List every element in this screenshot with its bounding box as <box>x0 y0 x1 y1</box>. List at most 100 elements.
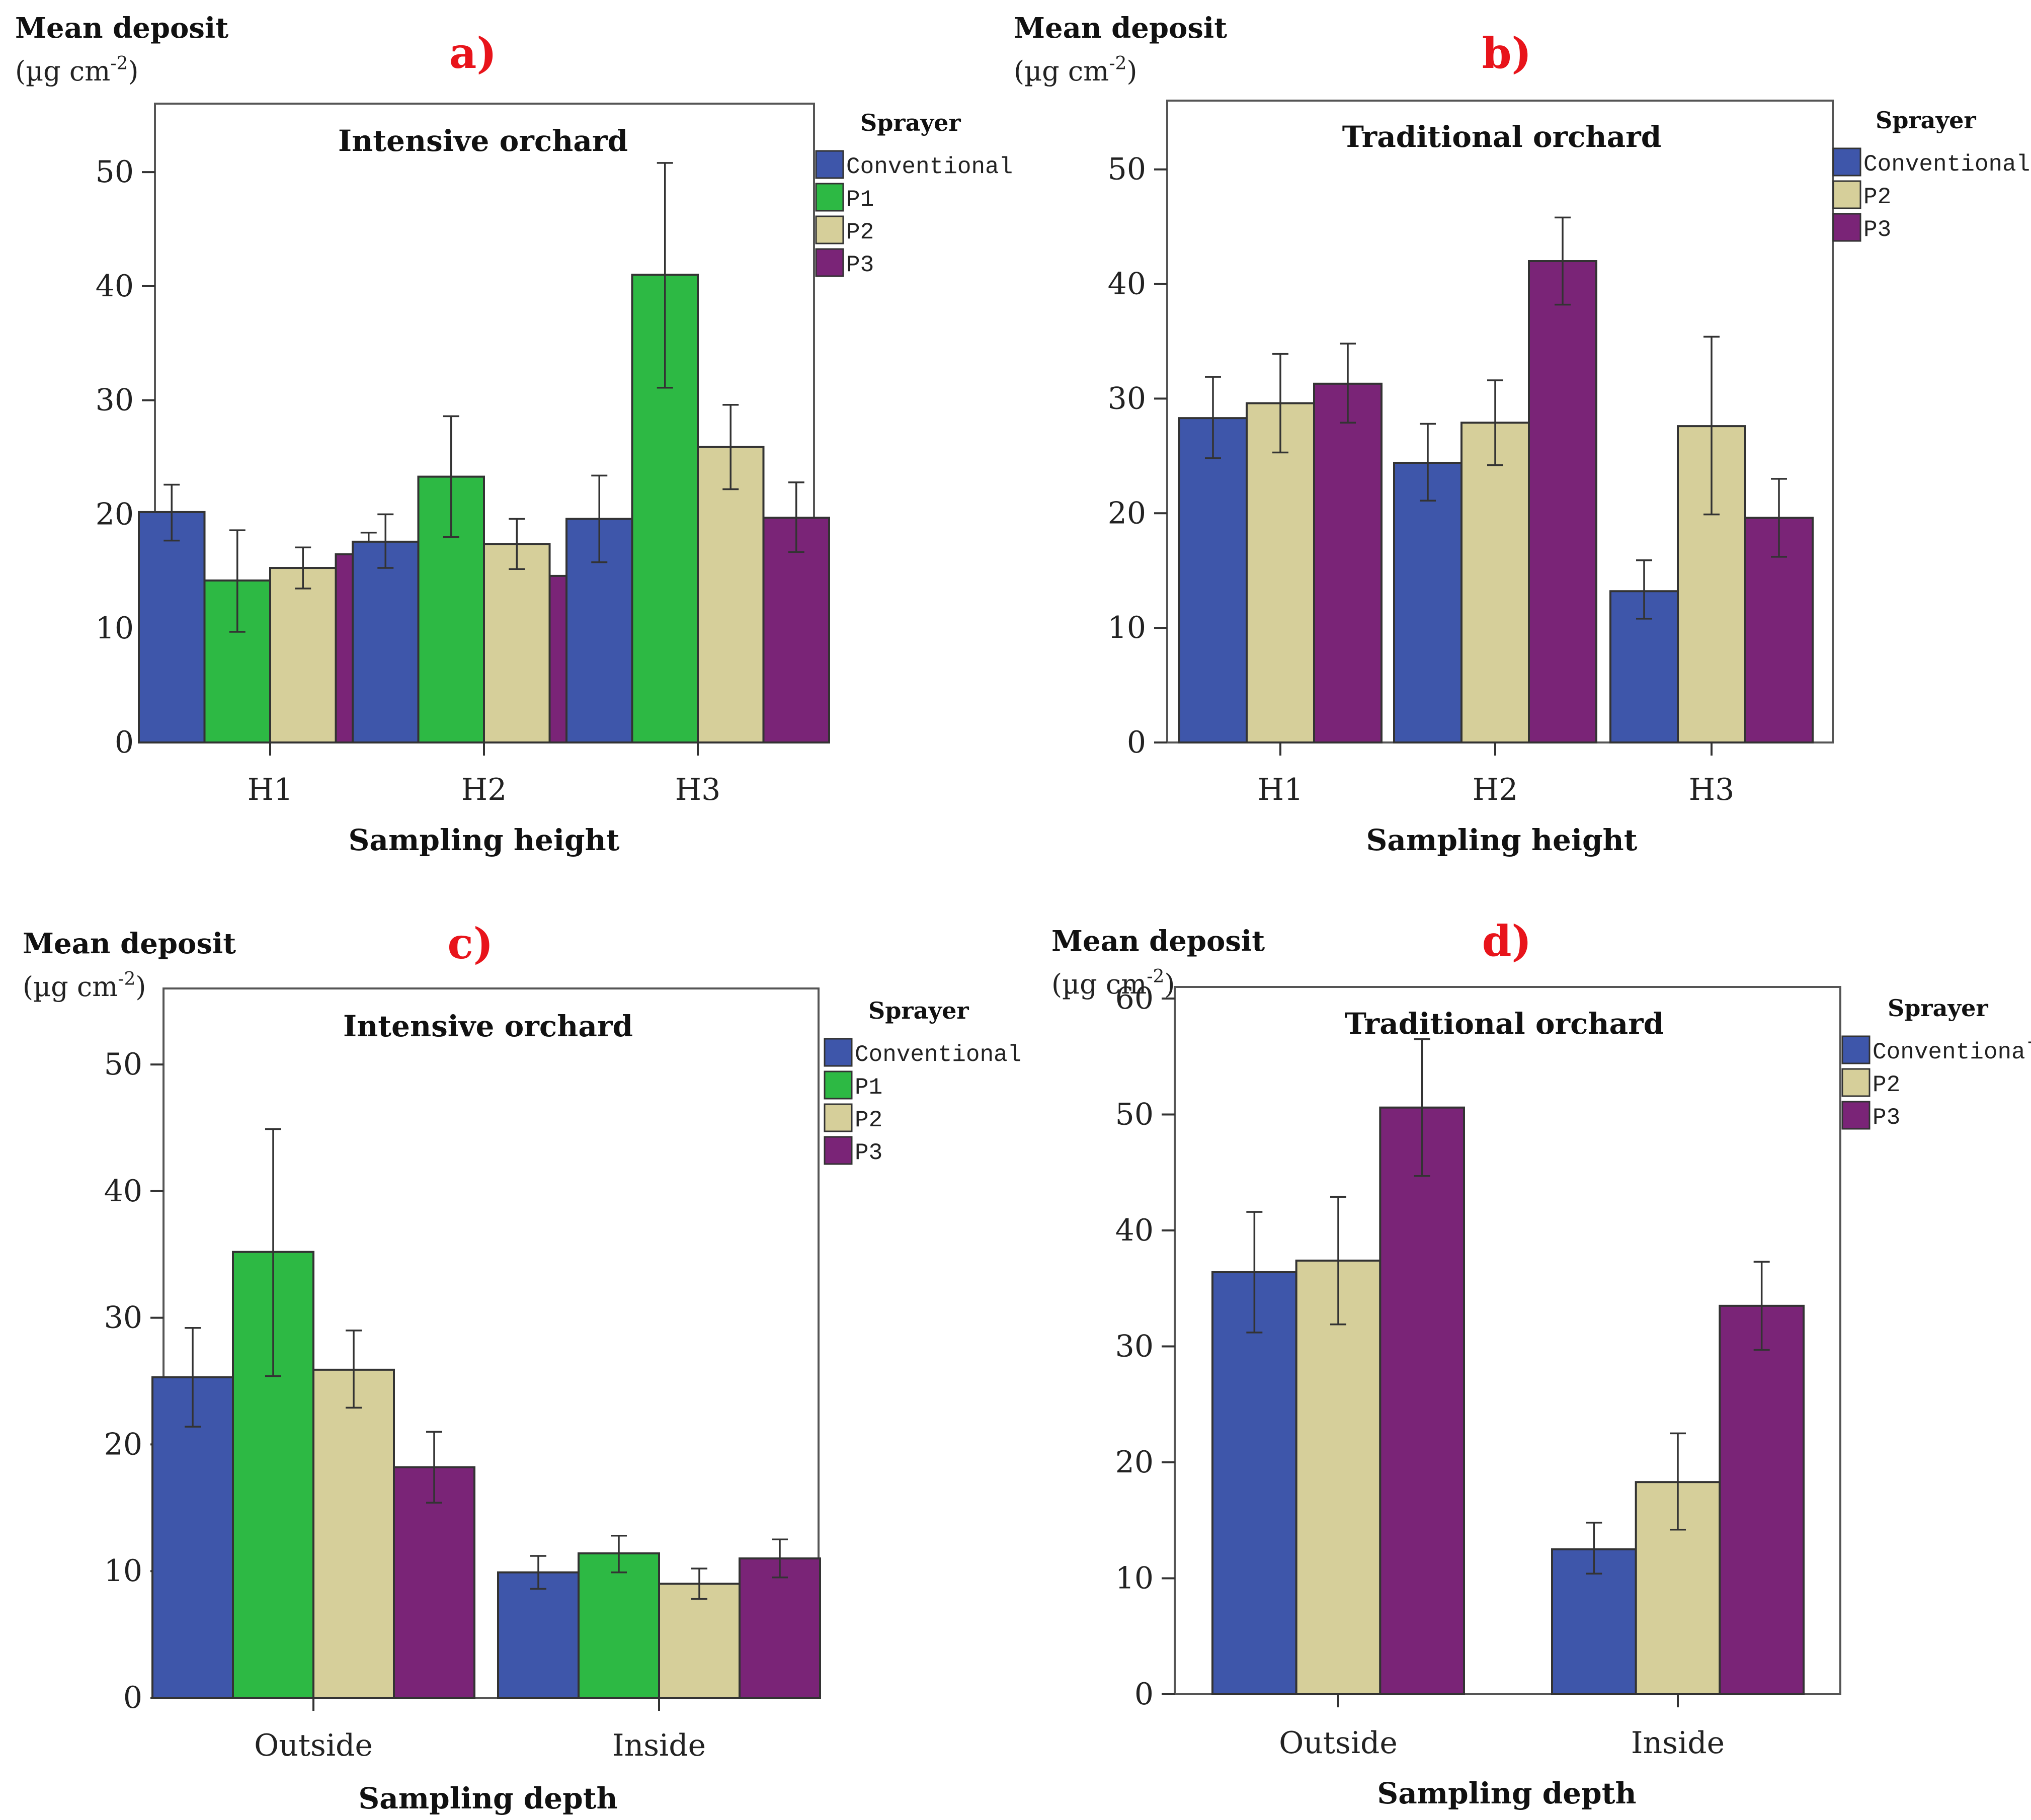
y-tick-label: 20 <box>96 497 134 532</box>
legend-label-conventional: Conventional <box>846 154 1013 180</box>
panel-label: a) <box>449 28 497 78</box>
legend-label-p2: P2 <box>1863 184 1891 210</box>
legend: Sprayer Conventional P1 P2 P3 <box>815 109 1013 278</box>
y-tick-label: 50 <box>96 154 134 190</box>
chart-title: Intensive orchard <box>343 1009 633 1043</box>
y-axis-unit: (µg cm-2) <box>1051 966 1175 1000</box>
legend-label-conventional: Conventional <box>1863 151 2030 178</box>
legend-swatch-conventional <box>1832 147 1861 177</box>
y-axis-unit: (µg cm-2) <box>1014 53 1138 87</box>
legend-swatch-p2 <box>815 215 844 244</box>
unit-text: (µg cm <box>1014 55 1109 87</box>
y-tick-label: 0 <box>1127 725 1146 760</box>
x-axis-title: Sampling height <box>349 823 620 857</box>
chart-panel-2: Mean deposit (µg cm-2) b) Traditional orcha… <box>1014 12 2030 857</box>
bar-p3-outside <box>393 1466 475 1699</box>
x-tick-label: Outside <box>254 1728 373 1763</box>
y-tick-label: 50 <box>1108 152 1146 187</box>
legend: Sprayer Conventional P1 P2 P3 <box>824 997 1021 1166</box>
bar-p1-inside <box>578 1552 660 1699</box>
bar-conventional-h2 <box>352 540 420 744</box>
bar-p3-inside <box>1719 1304 1805 1696</box>
y-axis-unit: (µg cm-2) <box>23 969 146 1003</box>
legend-swatch-conventional <box>1841 1035 1871 1064</box>
bar-p2-h2 <box>1460 422 1530 743</box>
legend-swatch-p3 <box>815 248 844 277</box>
legend-swatch-p3 <box>1832 213 1861 242</box>
bar-p2-inside <box>658 1583 741 1699</box>
x-tick-label: H1 <box>1258 772 1304 807</box>
panel-label: d) <box>1482 916 1531 966</box>
legend-label-p1: P1 <box>855 1074 882 1101</box>
bar-p3-h1 <box>1313 382 1383 743</box>
y-tick-label: 20 <box>1115 1445 1154 1480</box>
bar-conventional-h1 <box>1178 417 1248 743</box>
legend-swatch-p2 <box>1832 180 1861 209</box>
unit-exponent: -2 <box>118 969 135 989</box>
y-tick-label: 50 <box>104 1047 142 1082</box>
legend: Sprayer Conventional P2 P3 <box>1832 107 2030 243</box>
legend-label-p2: P2 <box>855 1107 882 1133</box>
unit-text: (µg cm <box>1051 968 1147 1000</box>
unit-text: (µg cm <box>23 971 118 1003</box>
legend-swatch-p3 <box>824 1136 853 1165</box>
panel-label: c) <box>448 919 494 968</box>
legend-swatch-conventional <box>815 150 844 179</box>
legend-swatch-p2 <box>1841 1068 1871 1097</box>
y-tick-label: 10 <box>96 611 134 646</box>
y-tick-label: 40 <box>1108 267 1146 302</box>
bar-p2-h2 <box>483 543 551 743</box>
legend-swatch-p1 <box>824 1070 853 1100</box>
y-axis-title: Mean deposit <box>23 927 236 960</box>
x-tick-label: Inside <box>1631 1725 1725 1761</box>
legend: Sprayer Conventional P2 P3 <box>1841 995 2031 1131</box>
legend-title: Sprayer <box>868 997 969 1024</box>
y-tick-label: 0 <box>115 725 134 760</box>
legend-label-p3: P3 <box>846 252 874 278</box>
legend-title: Sprayer <box>1876 107 1976 134</box>
chart-panel-3: Mean deposit (µg cm-2) c) Intensive orchard… <box>23 919 1021 1815</box>
y-tick-label: 10 <box>1115 1561 1154 1596</box>
bar-conventional-h1 <box>138 511 206 744</box>
bar-conventional-outside <box>1211 1271 1297 1695</box>
y-axis-title: Mean deposit <box>15 12 228 45</box>
y-tick-label: 50 <box>1115 1097 1154 1132</box>
chart-panel-4: Mean deposit (µg cm-2) d) Traditional orcha… <box>1051 916 2031 1810</box>
legend-title: Sprayer <box>1888 995 1988 1022</box>
y-tick-label: 40 <box>1115 1213 1154 1248</box>
x-tick-label: H3 <box>1689 772 1735 807</box>
legend-swatch-p1 <box>815 183 844 212</box>
y-tick-label: 30 <box>1115 1329 1154 1364</box>
unit-close: ) <box>135 971 146 1003</box>
x-tick-label: H3 <box>675 772 721 807</box>
unit-exponent: -2 <box>1109 53 1126 74</box>
x-axis-title: Sampling height <box>1366 823 1638 857</box>
bar-p2-h1 <box>269 567 337 743</box>
x-tick-label: H2 <box>461 772 507 807</box>
bar-conventional-h2 <box>1393 462 1463 743</box>
x-tick-label: Outside <box>1279 1725 1398 1761</box>
legend-label-conventional: Conventional <box>1873 1039 2031 1065</box>
y-tick-label: 30 <box>1108 381 1146 416</box>
legend-label-p3: P3 <box>1863 217 1891 243</box>
y-tick-label: 60 <box>1115 981 1154 1016</box>
y-tick-label: 10 <box>1108 610 1146 645</box>
y-axis-title: Mean deposit <box>1014 12 1227 45</box>
legend-label-p2: P2 <box>1873 1072 1900 1098</box>
y-tick-label: 10 <box>104 1553 142 1589</box>
unit-exponent: -2 <box>1147 966 1164 987</box>
bar-conventional-inside <box>497 1571 580 1699</box>
bar-p2-outside <box>312 1368 395 1699</box>
legend-swatch-conventional <box>824 1038 853 1067</box>
legend-swatch-p3 <box>1841 1101 1871 1130</box>
chart-panel-1: Mean deposit (µg cm-2) a) Intensive orchard… <box>15 12 1013 857</box>
x-tick-label: H1 <box>248 772 293 807</box>
x-axis-title: Sampling depth <box>1377 1776 1636 1810</box>
unit-exponent: -2 <box>110 53 128 74</box>
y-axis-unit: (µg cm-2) <box>15 53 139 87</box>
legend-title: Sprayer <box>860 109 961 136</box>
legend-label-p3: P3 <box>855 1140 882 1166</box>
bar-p2-h1 <box>1246 402 1315 743</box>
